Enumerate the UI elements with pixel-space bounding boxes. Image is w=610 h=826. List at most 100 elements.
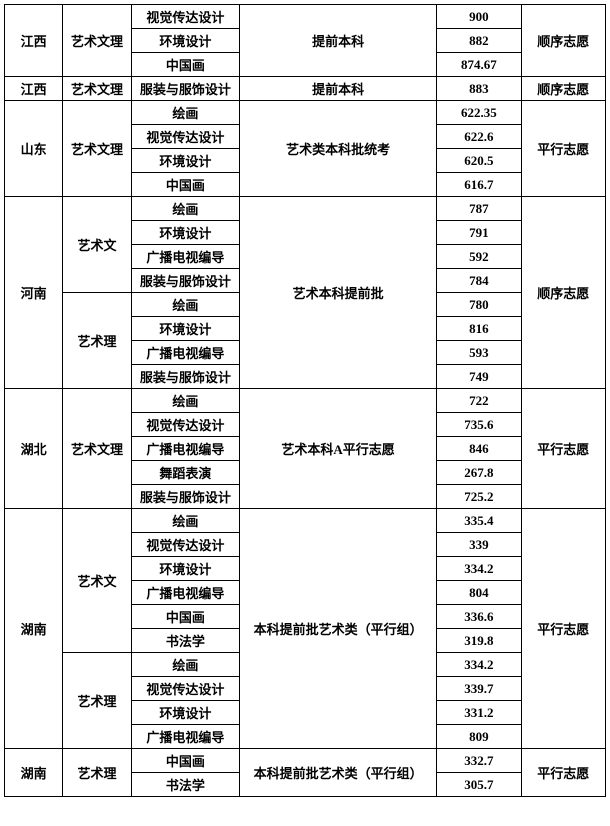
- cell-score: 809: [437, 725, 521, 749]
- cell-major: 环境设计: [131, 317, 240, 341]
- cell-major: 广播电视编导: [131, 437, 240, 461]
- cell-score: 804: [437, 581, 521, 605]
- cell-major: 绘画: [131, 389, 240, 413]
- cell-major: 视觉传达设计: [131, 533, 240, 557]
- table-row: 河南艺术文绘画艺术本科提前批787顺序志愿: [5, 197, 606, 221]
- cell-category: 艺术文: [63, 197, 131, 293]
- cell-province: 湖北: [5, 389, 63, 509]
- cell-major: 视觉传达设计: [131, 5, 240, 29]
- cell-score: 883: [437, 77, 521, 101]
- cell-major: 广播电视编导: [131, 725, 240, 749]
- table-row: 江西艺术文理服装与服饰设计提前本科883顺序志愿: [5, 77, 606, 101]
- cell-major: 服装与服饰设计: [131, 485, 240, 509]
- cell-type: 平行志愿: [521, 101, 605, 197]
- cell-score: 735.6: [437, 413, 521, 437]
- cell-score: 335.4: [437, 509, 521, 533]
- cell-score: 882: [437, 29, 521, 53]
- cell-major: 服装与服饰设计: [131, 77, 240, 101]
- cell-major: 广播电视编导: [131, 341, 240, 365]
- table-row: 湖南艺术理中国画本科提前批艺术类（平行组）332.7平行志愿: [5, 749, 606, 773]
- cell-major: 视觉传达设计: [131, 677, 240, 701]
- cell-batch: 艺术本科A平行志愿: [240, 389, 437, 509]
- cell-score: 593: [437, 341, 521, 365]
- cell-batch: 提前本科: [240, 5, 437, 77]
- cell-major: 视觉传达设计: [131, 125, 240, 149]
- cell-major: 中国画: [131, 173, 240, 197]
- cell-score: 616.7: [437, 173, 521, 197]
- cell-score: 620.5: [437, 149, 521, 173]
- cell-major: 环境设计: [131, 29, 240, 53]
- cell-type: 平行志愿: [521, 749, 605, 797]
- cell-type: 顺序志愿: [521, 77, 605, 101]
- cell-score: 900: [437, 5, 521, 29]
- cell-major: 绘画: [131, 101, 240, 125]
- cell-major: 舞蹈表演: [131, 461, 240, 485]
- cell-batch: 本科提前批艺术类（平行组）: [240, 509, 437, 749]
- table-row: 江西艺术文理视觉传达设计提前本科900顺序志愿: [5, 5, 606, 29]
- cell-major: 环境设计: [131, 701, 240, 725]
- cell-score: 874.67: [437, 53, 521, 77]
- cell-batch: 本科提前批艺术类（平行组）: [240, 749, 437, 797]
- cell-score: 816: [437, 317, 521, 341]
- cell-major: 广播电视编导: [131, 581, 240, 605]
- cell-score: 722: [437, 389, 521, 413]
- cell-score: 622.6: [437, 125, 521, 149]
- cell-score: 622.35: [437, 101, 521, 125]
- cell-major: 环境设计: [131, 557, 240, 581]
- cell-major: 中国画: [131, 749, 240, 773]
- cell-score: 725.2: [437, 485, 521, 509]
- cell-major: 书法学: [131, 773, 240, 797]
- cell-category: 艺术文理: [63, 101, 131, 197]
- cell-score: 780: [437, 293, 521, 317]
- cell-score: 339.7: [437, 677, 521, 701]
- cell-major: 绘画: [131, 653, 240, 677]
- admission-table: 江西艺术文理视觉传达设计提前本科900顺序志愿环境设计882中国画874.67江…: [4, 4, 606, 797]
- cell-major: 绘画: [131, 509, 240, 533]
- cell-major: 广播电视编导: [131, 245, 240, 269]
- cell-batch: 提前本科: [240, 77, 437, 101]
- cell-major: 中国画: [131, 605, 240, 629]
- cell-province: 河南: [5, 197, 63, 389]
- cell-province: 湖南: [5, 749, 63, 797]
- cell-major: 环境设计: [131, 149, 240, 173]
- cell-score: 334.2: [437, 557, 521, 581]
- cell-score: 784: [437, 269, 521, 293]
- cell-score: 846: [437, 437, 521, 461]
- cell-major: 绘画: [131, 197, 240, 221]
- table-row: 湖南艺术文绘画本科提前批艺术类（平行组）335.4平行志愿: [5, 509, 606, 533]
- cell-batch: 艺术类本科批统考: [240, 101, 437, 197]
- cell-type: 顺序志愿: [521, 5, 605, 77]
- cell-category: 艺术理: [63, 293, 131, 389]
- cell-score: 787: [437, 197, 521, 221]
- cell-category: 艺术文: [63, 509, 131, 653]
- cell-category: 艺术文理: [63, 389, 131, 509]
- cell-score: 334.2: [437, 653, 521, 677]
- cell-type: 顺序志愿: [521, 197, 605, 389]
- table-row: 山东艺术文理绘画艺术类本科批统考622.35平行志愿: [5, 101, 606, 125]
- cell-province: 江西: [5, 77, 63, 101]
- cell-score: 592: [437, 245, 521, 269]
- cell-major: 服装与服饰设计: [131, 269, 240, 293]
- cell-major: 中国画: [131, 53, 240, 77]
- cell-province: 江西: [5, 5, 63, 77]
- cell-province: 山东: [5, 101, 63, 197]
- cell-category: 艺术理: [63, 749, 131, 797]
- cell-score: 339: [437, 533, 521, 557]
- cell-score: 749: [437, 365, 521, 389]
- table-row: 湖北艺术文理绘画艺术本科A平行志愿722平行志愿: [5, 389, 606, 413]
- cell-score: 331.2: [437, 701, 521, 725]
- cell-batch: 艺术本科提前批: [240, 197, 437, 389]
- cell-category: 艺术文理: [63, 5, 131, 77]
- cell-type: 平行志愿: [521, 389, 605, 509]
- cell-type: 平行志愿: [521, 509, 605, 749]
- cell-major: 视觉传达设计: [131, 413, 240, 437]
- cell-score: 791: [437, 221, 521, 245]
- cell-score: 319.8: [437, 629, 521, 653]
- cell-province: 湖南: [5, 509, 63, 749]
- cell-major: 服装与服饰设计: [131, 365, 240, 389]
- cell-score: 332.7: [437, 749, 521, 773]
- cell-major: 绘画: [131, 293, 240, 317]
- cell-major: 书法学: [131, 629, 240, 653]
- cell-category: 艺术理: [63, 653, 131, 749]
- cell-score: 305.7: [437, 773, 521, 797]
